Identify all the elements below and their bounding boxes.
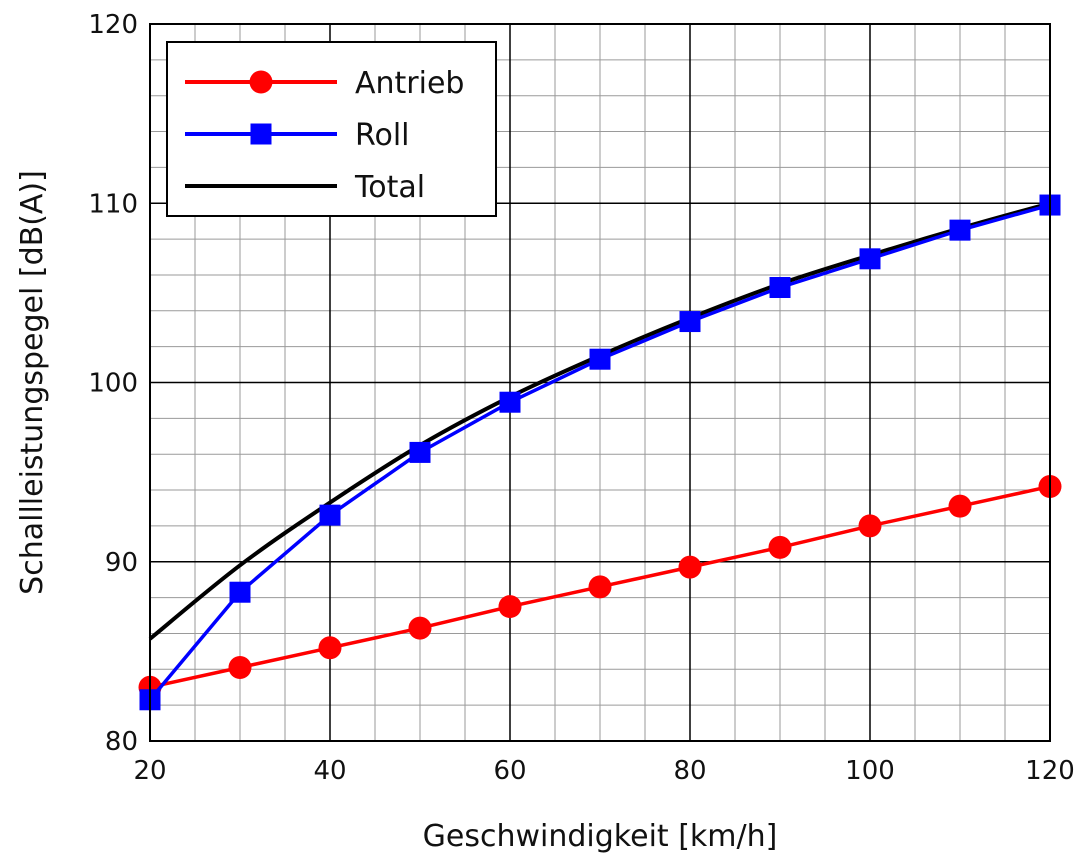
y-tick-label: 80 (105, 727, 138, 757)
x-tick-label: 100 (845, 756, 895, 786)
data-point-roll (409, 441, 431, 463)
data-point-antrieb (768, 535, 792, 559)
y-tick-label: 110 (88, 189, 138, 219)
legend-item-antrieb: Antrieb (185, 66, 464, 101)
data-point-roll (499, 391, 521, 413)
x-tick-labels: 20 40 60 80 100 120 (133, 756, 1074, 786)
x-tick-label: 120 (1025, 756, 1075, 786)
data-point-roll (949, 219, 971, 241)
legend-marker-square (250, 123, 272, 145)
legend-item-roll: Roll (185, 118, 410, 153)
y-tick-label: 120 (88, 10, 138, 40)
data-point-antrieb (678, 555, 702, 579)
plot-border (149, 23, 1051, 742)
data-point-antrieb (408, 616, 432, 640)
legend: Antrieb Roll Total (166, 41, 497, 217)
x-tick-label: 80 (673, 756, 706, 786)
plot-frame (149, 23, 1051, 742)
data-point-roll (859, 248, 881, 270)
data-point-antrieb (588, 575, 612, 599)
y-tick-labels: 80 90 100 110 120 (88, 10, 138, 757)
data-point-roll (229, 581, 251, 603)
x-axis-title: Geschwindigkeit [km/h] (423, 819, 778, 854)
y-tick-label: 100 (88, 369, 138, 399)
data-point-roll (679, 311, 701, 333)
x-tick-label: 20 (133, 756, 166, 786)
data-point-antrieb (948, 494, 972, 518)
legend-label: Antrieb (355, 66, 464, 101)
x-tick-label: 60 (493, 756, 526, 786)
data-point-antrieb (318, 636, 342, 660)
data-point-antrieb (498, 595, 522, 619)
y-tick-label: 90 (105, 548, 138, 578)
legend-item-total: Total (185, 170, 425, 205)
data-point-roll (589, 348, 611, 370)
data-point-roll (769, 276, 791, 298)
y-axis-title: Schallleistungspegel [dB(A)] (15, 170, 50, 595)
x-tick-label: 40 (313, 756, 346, 786)
data-point-antrieb (228, 656, 252, 680)
legend-label: Roll (355, 118, 410, 153)
legend-marker-circle (249, 70, 273, 94)
legend-label: Total (354, 170, 425, 205)
data-point-roll (319, 504, 341, 526)
data-point-antrieb (858, 514, 882, 538)
